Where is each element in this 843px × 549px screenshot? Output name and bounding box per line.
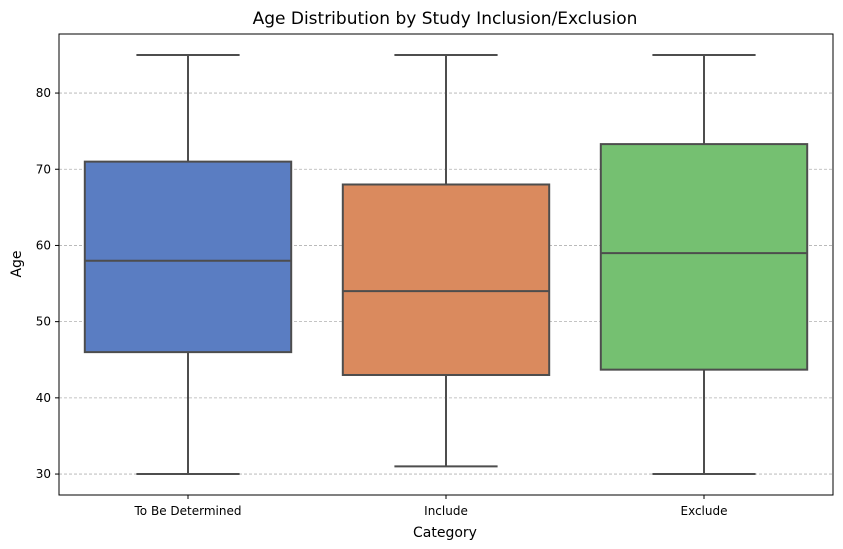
box-include [341,183,551,376]
y-axis-ticks: 30 40 50 60 70 80 [36,86,59,481]
y-axis-label: Age [9,250,25,277]
y-tick-label: 50 [36,315,51,329]
y-tick-label: 40 [36,391,51,405]
box-exclude [599,143,809,371]
x-axis-label: Category [413,525,477,541]
y-tick-label: 80 [36,86,51,100]
x-tick-label: Exclude [680,504,727,518]
chart-title: Age Distribution by Study Inclusion/Excl… [253,9,638,29]
whiskers [136,53,756,476]
y-tick-label: 30 [36,467,51,481]
boxes [83,143,809,376]
y-tick-label: 70 [36,162,51,176]
x-tick-label: Include [424,504,468,518]
x-axis-ticks: To Be Determined Include Exclude [134,495,728,518]
y-tick-label: 60 [36,238,51,252]
x-tick-label: To Be Determined [134,504,242,518]
box-to-be-determined [83,160,293,354]
